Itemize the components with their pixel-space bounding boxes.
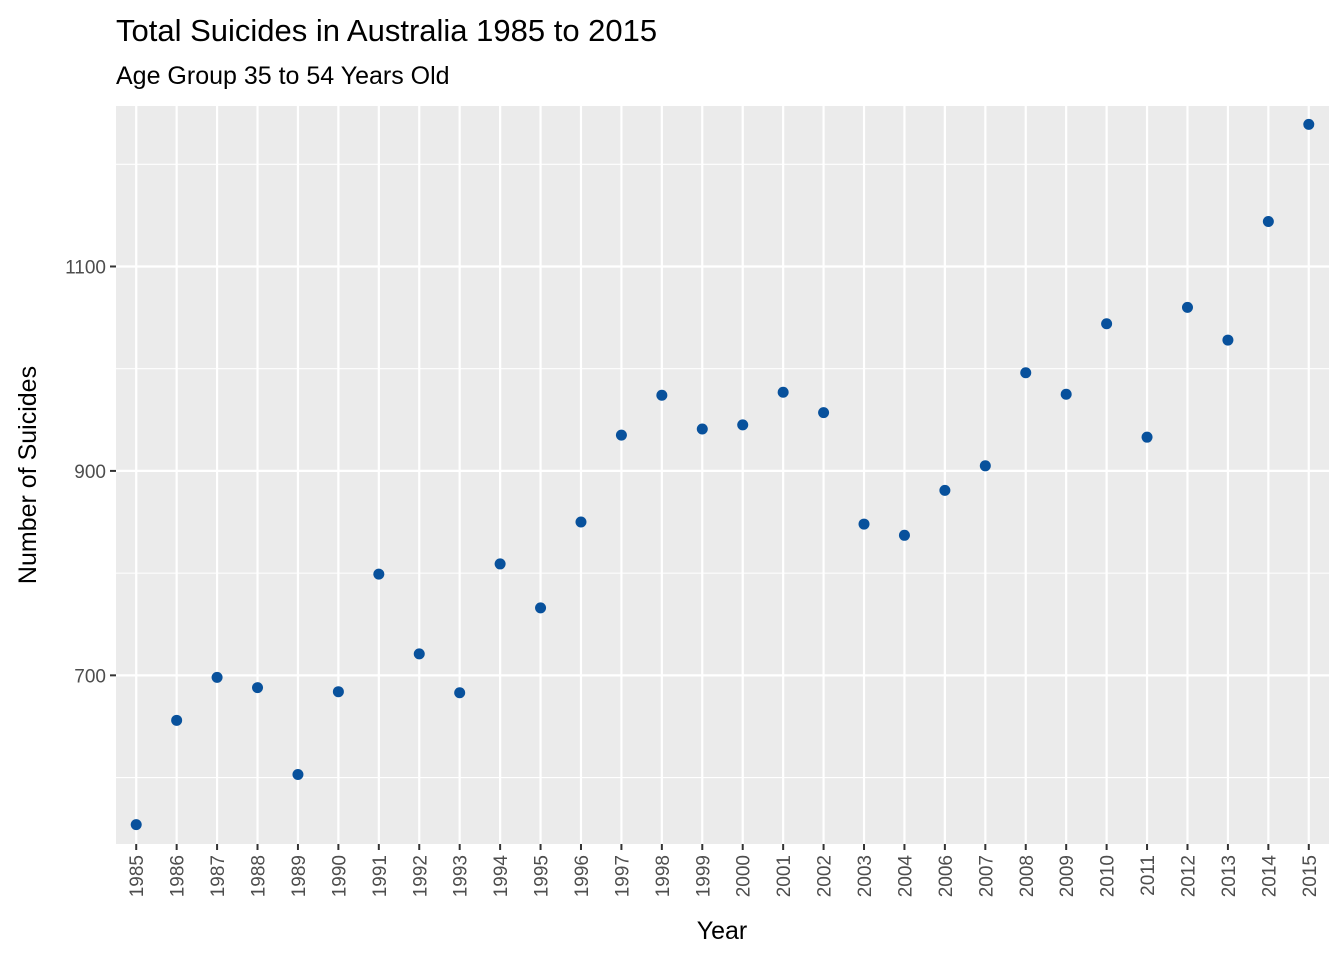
data-point <box>979 460 991 472</box>
x-tick-label: 1990 <box>329 855 350 897</box>
data-point <box>211 671 223 683</box>
data-point <box>413 648 425 660</box>
data-point <box>171 714 183 726</box>
x-tick-label: 2000 <box>734 855 755 897</box>
data-point <box>1101 318 1113 330</box>
x-tick-label: 2015 <box>1300 855 1321 897</box>
chart-title: Total Suicides in Australia 1985 to 2015 <box>116 13 657 48</box>
x-tick-label: 2008 <box>1017 855 1038 897</box>
data-point <box>494 558 506 570</box>
data-point <box>656 389 668 401</box>
data-point <box>575 516 587 528</box>
data-point <box>130 819 142 831</box>
data-point <box>858 518 870 530</box>
data-point <box>1303 118 1315 130</box>
x-tick-label: 1989 <box>289 855 310 897</box>
x-tick-label: 2003 <box>855 855 876 897</box>
x-tick-label: 1987 <box>208 855 229 897</box>
x-tick-label: 2012 <box>1178 855 1199 897</box>
x-tick-label: 2010 <box>1098 855 1119 897</box>
data-point <box>1020 367 1032 379</box>
x-tick-label: 2002 <box>815 855 836 897</box>
data-point <box>252 682 264 694</box>
y-tick-label: 900 <box>74 462 106 483</box>
x-tick-label: 1986 <box>168 855 189 897</box>
data-point <box>373 568 385 580</box>
y-axis: 700 900 1100 <box>65 257 116 687</box>
x-tick-label: 1992 <box>410 855 431 897</box>
data-point <box>777 386 789 398</box>
y-tick-label: 1100 <box>65 257 106 278</box>
x-tick-label: 2007 <box>976 855 997 897</box>
data-point <box>898 529 910 541</box>
chart-subtitle: Age Group 35 to 54 Years Old <box>116 62 450 90</box>
x-tick-label: 1998 <box>653 855 674 897</box>
x-tick-label: 2011 <box>1138 855 1159 896</box>
x-tick-label: 1995 <box>532 855 553 897</box>
data-point <box>696 423 708 435</box>
data-point <box>737 419 749 431</box>
y-axis-title: Number of Suicides <box>14 366 42 584</box>
x-tick-label: 1994 <box>491 855 512 898</box>
x-tick-label: 1997 <box>612 855 633 897</box>
x-tick-label: 1985 <box>127 855 148 897</box>
data-point <box>1060 388 1072 400</box>
grid-lines <box>116 106 1329 844</box>
data-point <box>939 484 951 496</box>
x-tick-label: 1999 <box>693 855 714 897</box>
x-tick-label: 1991 <box>370 855 391 897</box>
x-tick-label: 2014 <box>1259 855 1280 898</box>
data-point <box>1141 431 1153 443</box>
data-points <box>130 118 1315 831</box>
data-point <box>1222 334 1234 346</box>
x-tick-label: 2013 <box>1219 855 1240 897</box>
x-tick-label: 1996 <box>572 855 593 897</box>
data-point <box>535 602 547 614</box>
data-point <box>615 429 627 441</box>
data-point <box>454 687 466 699</box>
x-tick-label: 2001 <box>774 855 795 897</box>
data-point <box>1262 216 1274 228</box>
plot-panel <box>116 106 1329 844</box>
x-axis: 1985 1986 1987 1988 1989 1990 1991 1992 1993 1994… <box>127 844 1321 897</box>
data-point <box>1181 301 1193 313</box>
data-point <box>818 407 830 419</box>
y-tick-label: 700 <box>74 666 106 687</box>
x-tick-label: 2004 <box>895 855 916 898</box>
x-tick-label: 1993 <box>451 855 472 897</box>
x-tick-label: 2006 <box>936 855 957 897</box>
x-tick-label: 1988 <box>249 855 270 897</box>
x-tick-label: 2009 <box>1057 855 1078 897</box>
data-point <box>292 768 304 780</box>
x-axis-title: Year <box>697 917 748 945</box>
data-point <box>332 686 344 698</box>
